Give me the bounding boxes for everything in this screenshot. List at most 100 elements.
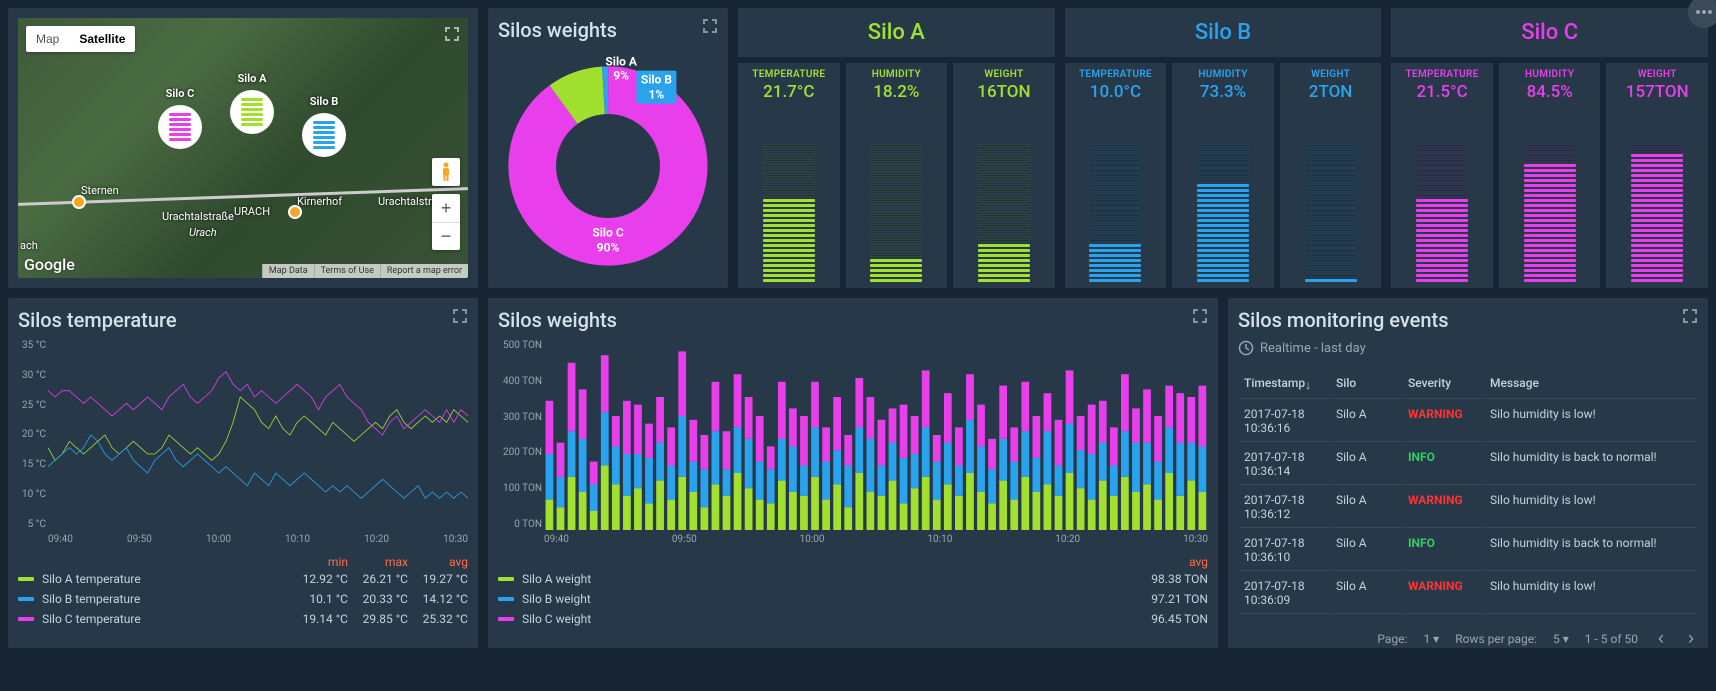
zoom-in-button[interactable]: +	[432, 194, 460, 222]
metric-card: TEMPERATURE10.0°C	[1065, 63, 1167, 288]
map-canvas[interactable]: Map Satellite Silo A Silo B Silo C Sternen…	[18, 18, 468, 278]
metric-label: TEMPERATURE	[1406, 69, 1479, 80]
events-row[interactable]: 2017-07-18 10:36:12Silo AWARNINGSilo hum…	[1240, 487, 1696, 528]
events-column-header[interactable]: Message	[1486, 368, 1696, 399]
legend-name: Silo C temperature	[42, 612, 288, 626]
next-page-button[interactable]: ›	[1684, 628, 1698, 649]
axis-tick: 10:20	[364, 534, 389, 545]
event-timestamp: 2017-07-18 10:36:09	[1240, 573, 1330, 614]
prev-page-button[interactable]: ‹	[1654, 628, 1668, 649]
rpp-select[interactable]: 5 ▾	[1553, 632, 1569, 646]
metric-value: 16TON	[977, 82, 1030, 102]
legend-row: Silo B temperature10.1 °C20.33 °C14.12 °…	[18, 589, 468, 609]
legend-row: Silo C weight96.45 TON	[498, 609, 1208, 629]
rpp-label: Rows per page:	[1455, 632, 1537, 646]
legend-name: Silo B temperature	[42, 592, 288, 606]
metric-card: TEMPERATURE21.7°C	[738, 63, 840, 288]
legend-avg: 97.21 TON	[1148, 592, 1208, 606]
event-severity: WARNING	[1404, 487, 1484, 528]
map-type-toggle: Map Satellite	[26, 26, 135, 52]
axis-tick: 10:00	[206, 534, 231, 545]
metric-value: 157TON	[1626, 82, 1689, 102]
metric-card: HUMIDITY84.5%	[1499, 63, 1601, 288]
event-timestamp: 2017-07-18 10:36:14	[1240, 444, 1330, 485]
event-severity: WARNING	[1404, 573, 1484, 614]
event-silo: Silo A	[1332, 530, 1402, 571]
events-row[interactable]: 2017-07-18 10:36:10Silo AINFOSilo humidi…	[1240, 530, 1696, 571]
axis-tick: 400 TON	[498, 376, 542, 387]
event-message: Silo humidity is low!	[1486, 487, 1696, 528]
event-silo: Silo A	[1332, 487, 1402, 528]
map-type-satellite[interactable]: Satellite	[69, 26, 135, 52]
map-place-label: Kirnerhof	[297, 195, 342, 208]
event-message: Silo humidity is low!	[1486, 573, 1696, 614]
page-range: 1 - 5 of 50	[1585, 632, 1638, 646]
map-type-map[interactable]: Map	[26, 26, 69, 52]
axis-tick: 10:00	[800, 534, 825, 545]
silo-marker-label: Silo C	[166, 87, 195, 100]
weight-panel: Silos weights 500 TON400 TON300 TON200 T…	[488, 298, 1218, 648]
axis-tick: 30 °C	[18, 370, 46, 381]
zoom-out-button[interactable]: −	[432, 222, 460, 250]
events-row[interactable]: 2017-07-18 10:36:09Silo AWARNINGSilo hum…	[1240, 573, 1696, 614]
legend-row: Silo B weight97.21 TON	[498, 589, 1208, 609]
silo-group: Silo ATEMPERATURE21.7°CHUMIDITY18.2%WEIG…	[738, 8, 1055, 288]
axis-tick: 10:30	[443, 534, 468, 545]
metric-card: HUMIDITY18.2%	[846, 63, 948, 288]
events-column-header[interactable]: Severity	[1404, 368, 1484, 399]
events-column-header[interactable]: Timestamp ↓	[1240, 368, 1330, 399]
fullscreen-icon[interactable]	[1192, 308, 1208, 328]
axis-tick: 09:50	[127, 534, 152, 545]
axis-tick: 5 °C	[18, 519, 46, 530]
dashboard: Map Satellite Silo A Silo B Silo C Sternen…	[8, 8, 1708, 648]
map-attribution-link[interactable]: Terms of Use	[314, 264, 380, 278]
silo-marker[interactable]: Silo B	[302, 113, 346, 157]
fullscreen-icon[interactable]	[452, 308, 468, 328]
silo-marker[interactable]: Silo A	[230, 90, 274, 134]
sort-desc-icon: ↓	[1305, 378, 1311, 392]
legend-name: Silo A temperature	[42, 572, 288, 586]
pegman-icon[interactable]	[432, 158, 460, 186]
weight-chart-title: Silos weights	[498, 308, 1208, 332]
page-select[interactable]: 1 ▾	[1423, 632, 1439, 646]
metric-card: WEIGHT16TON	[953, 63, 1055, 288]
events-row[interactable]: 2017-07-18 10:36:14Silo AINFOSilo humidi…	[1240, 444, 1696, 485]
map-attribution-link[interactable]: Map Data	[262, 264, 314, 278]
axis-tick: 10:10	[927, 534, 952, 545]
legend-row: Silo A temperature12.92 °C26.21 °C19.27 …	[18, 569, 468, 589]
fullscreen-icon[interactable]	[444, 26, 460, 46]
map-label: ach	[20, 239, 38, 252]
fullscreen-icon[interactable]	[1682, 308, 1698, 328]
axis-tick: 09:40	[544, 534, 569, 545]
events-column-header[interactable]: Silo	[1332, 368, 1402, 399]
metric-label: HUMIDITY	[1525, 69, 1574, 80]
fullscreen-icon[interactable]	[702, 18, 718, 38]
events-table: Timestamp ↓SiloSeverityMessage 2017-07-1…	[1238, 366, 1698, 616]
map-place-label: Sternen	[81, 184, 119, 197]
silo-header: Silo C	[1391, 8, 1708, 57]
legend-avg: 96.45 TON	[1148, 612, 1208, 626]
events-row[interactable]: 2017-07-18 10:36:16Silo AWARNINGSilo hum…	[1240, 401, 1696, 442]
events-title: Silos monitoring events	[1238, 308, 1698, 332]
legend-min: 19.14 °C	[288, 612, 348, 626]
donut-slice-label: Silo C90%	[592, 226, 623, 255]
map-zoom: + −	[432, 194, 460, 250]
axis-tick: 35 °C	[18, 340, 46, 351]
donut-panel: Silos weights Silo C90%Silo A9%Silo B1%	[488, 8, 728, 288]
map-attribution-link[interactable]: Report a map error	[380, 264, 468, 278]
legend-avg: 98.38 TON	[1148, 572, 1208, 586]
legend-stat-header: avg	[408, 555, 468, 569]
donut-slice-label: Silo B1%	[637, 71, 676, 104]
axis-tick: 10 °C	[18, 489, 46, 500]
legend-stat-header: avg	[1148, 555, 1208, 569]
axis-tick: 200 TON	[498, 447, 542, 458]
events-subtitle: Realtime - last day	[1238, 340, 1698, 356]
metric-value: 21.5°C	[1416, 82, 1467, 102]
metric-value: 10.0°C	[1090, 82, 1141, 102]
legend-name: Silo A weight	[522, 572, 1148, 586]
silo-marker[interactable]: Silo C	[158, 105, 202, 149]
event-timestamp: 2017-07-18 10:36:12	[1240, 487, 1330, 528]
axis-tick: 15 °C	[18, 459, 46, 470]
axis-tick: 09:50	[672, 534, 697, 545]
donut-slice-label: Silo A9%	[605, 54, 637, 83]
